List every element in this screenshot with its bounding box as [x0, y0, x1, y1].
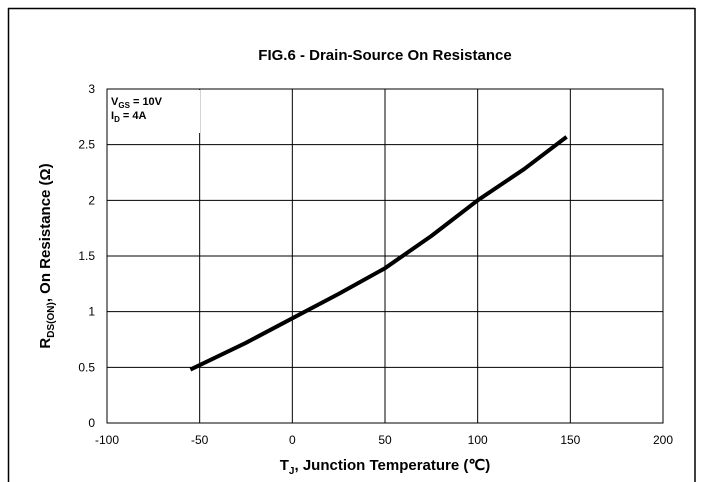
annotation-part: I	[111, 110, 114, 122]
annotation-sub: GS	[118, 101, 130, 110]
annotation: ID = 4A	[111, 110, 146, 124]
chart-title: FIG.6 - Drain-Source On Resistance	[258, 47, 511, 64]
plot-border	[106, 88, 664, 424]
data-line	[189, 135, 568, 372]
x-tick-label: 50	[378, 433, 392, 447]
annotation-part: V	[111, 96, 119, 108]
y-tick-label: 0.5	[78, 360, 95, 374]
y-tick-label: 2.5	[78, 138, 95, 152]
x-tick-label: -50	[191, 433, 209, 447]
x-axis-label: TJ, Junction Temperature (℃)	[280, 457, 491, 477]
y-tick-label: 2	[88, 193, 95, 207]
x-tick-label: -100	[95, 433, 119, 447]
x-tick-label: 200	[653, 433, 673, 447]
y-axis-label: RDS(ON), On Resistance (Ω)	[37, 163, 57, 348]
annotation-sub: D	[114, 115, 120, 124]
annotation-part: = 10V	[130, 96, 163, 108]
annotation: VGS = 10V	[111, 96, 163, 110]
x-label-part: T	[280, 457, 289, 474]
y-tick-label: 1	[88, 305, 95, 319]
y-tick-label: 0	[88, 416, 95, 430]
annotation-part: = 4A	[120, 110, 147, 122]
x-tick-label: 0	[289, 433, 296, 447]
y-label-part: R	[37, 338, 54, 349]
x-label-sub: J	[289, 466, 295, 477]
plot: -100 -50 0 50 100 150 200 0 0.5 1 1.5 2 2.5 3 VGS = 10…	[78, 82, 673, 447]
x-tick-label: 150	[560, 433, 580, 447]
x-label-part: , Junction Temperature (℃)	[294, 457, 490, 474]
y-tick-label: 3	[88, 82, 95, 96]
y-label-part: , On Resistance (Ω)	[37, 163, 54, 302]
annotation-box	[108, 90, 200, 133]
y-tick-label: 1.5	[78, 249, 95, 263]
y-label-sub: DS(ON)	[46, 302, 57, 338]
x-tick-label: 100	[468, 433, 488, 447]
